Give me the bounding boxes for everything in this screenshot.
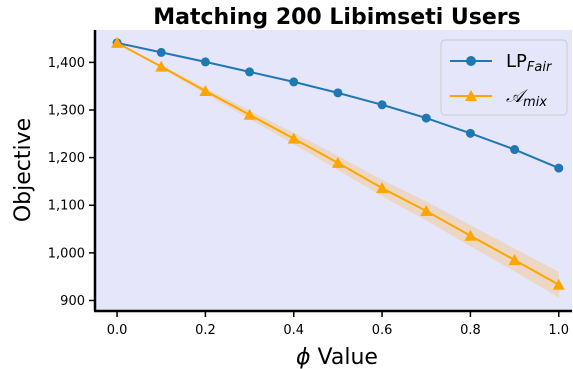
y-tick-label-5: 1,400 [48, 56, 85, 71]
legend-label-lpfair-main: LP [506, 51, 527, 72]
legend: LPFair 𝒜mix [440, 39, 568, 116]
x-tick-label-5: 1.0 [548, 323, 569, 338]
series-1-point-4 [287, 132, 300, 144]
legend-box [440, 39, 568, 116]
y-axis-label: Objective [11, 118, 36, 222]
series-0-point-6 [377, 100, 387, 110]
series-1-point-8 [464, 229, 477, 241]
y-tick-label-3: 1,200 [48, 151, 85, 166]
x-axis-label-symbol: ϕ [296, 345, 311, 369]
series-1-point-9 [508, 254, 521, 265]
series-0-point-4 [289, 77, 299, 87]
series-1-point-5 [331, 156, 344, 168]
x-tick-label-0: 0.0 [107, 323, 128, 338]
y-tick-label-1: 1,000 [48, 246, 85, 261]
series-1-point-2 [199, 84, 212, 96]
series-1-point-0 [111, 36, 124, 48]
series-1-point-3 [243, 108, 256, 120]
series-0-point-3 [245, 67, 255, 77]
legend-label-lpfair-sub: Fair [527, 60, 553, 75]
x-tick-label-4: 0.8 [460, 323, 481, 338]
legend-label-amix: 𝒜mix [506, 86, 547, 110]
series-0-point-9 [510, 145, 520, 155]
legend-label-amix-main: 𝒜 [506, 86, 528, 107]
y-tick-label-0: 900 [60, 294, 85, 309]
series-0-point-2 [200, 57, 210, 67]
x-tick-label-1: 0.2 [195, 323, 216, 338]
x-ticks: 0.0 0.2 0.4 0.6 0.8 1.0 [107, 311, 569, 338]
series-0-point-8 [465, 128, 475, 138]
series-0-point-7 [421, 113, 431, 123]
x-axis-label-text: Value [311, 345, 378, 369]
chart-title: Matching 200 Libimseti Users [153, 5, 520, 30]
legend-marker-lpfair [466, 56, 476, 66]
y-ticks: 900 1,000 1,100 1,200 1,300 1,400 [48, 56, 95, 309]
series-1-point-7 [420, 204, 433, 216]
x-tick-label-2: 0.4 [283, 323, 304, 338]
legend-label-lpfair: LPFair [506, 51, 553, 75]
y-tick-label-2: 1,100 [48, 199, 85, 214]
series-0-point-10 [554, 163, 564, 173]
y-tick-label-4: 1,300 [48, 104, 85, 119]
legend-marker-amix [465, 90, 477, 101]
series-1-point-10 [552, 278, 565, 290]
x-tick-label-3: 0.6 [372, 323, 393, 338]
x-axis-label: ϕ Value [296, 345, 378, 369]
legend-label-amix-sub: mix [523, 95, 547, 110]
series-0-point-1 [156, 47, 166, 57]
series-1-point-6 [376, 182, 389, 194]
series-0-point-5 [333, 88, 343, 98]
series-layer [111, 36, 565, 290]
series-1-point-1 [155, 60, 168, 72]
